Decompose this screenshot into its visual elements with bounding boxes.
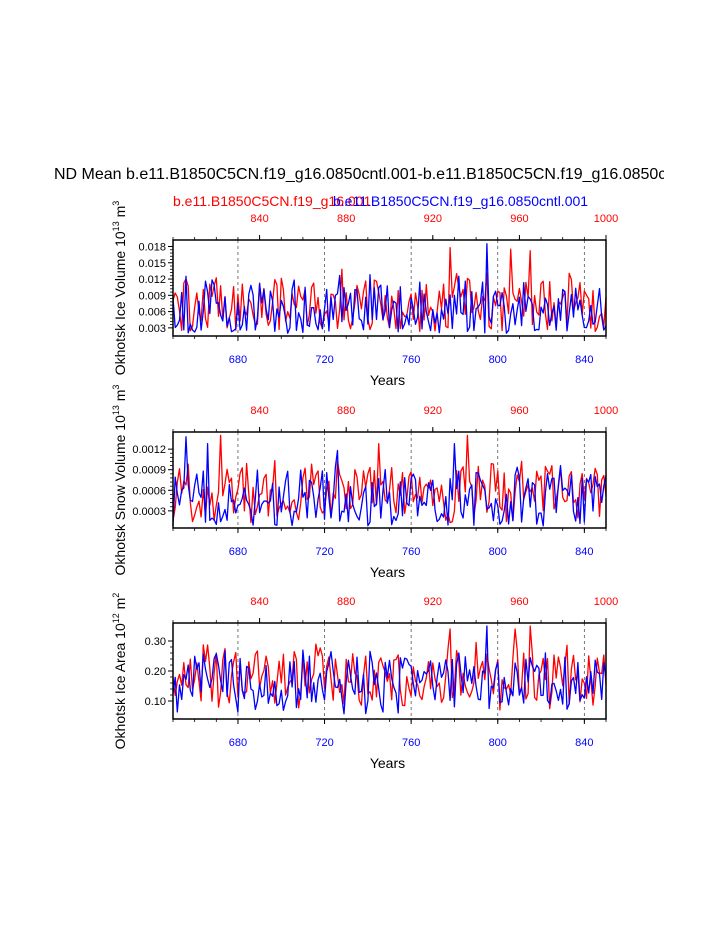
y-tick-label: 0.0012	[132, 444, 166, 456]
x-bottom-tick-label: 760	[402, 546, 420, 558]
x-top-tick-label: 880	[337, 213, 355, 225]
y-axis-title: Okhotsk Ice Area 1012 m2	[111, 593, 128, 750]
x-top-tick-label: 880	[337, 405, 355, 417]
legend-red-case: b.e11.B1850C5CN.f19_g16.001	[173, 193, 372, 209]
x-top-tick-label: 1000	[594, 213, 618, 225]
y-tick-label: 0.0003	[132, 506, 166, 518]
y-axis-title: Okhotsk Snow Volume 1013 m3	[111, 385, 128, 576]
x-bottom-tick-label: 680	[229, 737, 247, 749]
y-tick-label: 0.009	[138, 290, 166, 302]
chart-panel-1: 0.003 0.006 0.009 0.012 0.015 0.018 680 720 760 8…	[111, 201, 618, 388]
y-tick-label: 0.20	[145, 666, 166, 678]
y-tick-label: 0.012	[138, 274, 166, 286]
y-tick-label: 0.006	[138, 307, 166, 319]
chart-panel-2: 0.0003 0.0006 0.0009 0.0012 680 720 760 800 840 8…	[111, 385, 618, 580]
x-top-tick-label: 1000	[594, 596, 618, 608]
series-line-blue	[172, 625, 607, 715]
legend-blue-case: b.e11.B1850C5CN.f19_g16.0850cntl.001	[333, 193, 589, 209]
x-top-tick-label: 840	[250, 213, 268, 225]
x-bottom-tick-label: 800	[489, 354, 507, 366]
x-bottom-tick-label: 800	[489, 737, 507, 749]
x-top-tick-label: 920	[424, 213, 442, 225]
x-bottom-tick-label: 800	[489, 546, 507, 558]
x-top-tick-label: 840	[250, 596, 268, 608]
chart-panel-3: 0.10 0.20 0.30 680 720 760 800 840 840 880 920 960 1…	[111, 593, 618, 771]
y-tick-label: 0.0006	[132, 485, 166, 497]
x-bottom-tick-label: 720	[315, 354, 333, 366]
x-top-tick-label: 920	[424, 596, 442, 608]
x-axis-title: Years	[370, 564, 405, 580]
y-tick-label: 0.0009	[132, 465, 166, 477]
x-axis-title: Years	[370, 372, 405, 388]
y-tick-label: 0.015	[138, 258, 166, 270]
x-top-tick-label: 1000	[594, 405, 618, 417]
series-line-red	[172, 434, 607, 524]
y-tick-label: 0.30	[145, 636, 166, 648]
x-top-tick-label: 920	[424, 405, 442, 417]
x-bottom-tick-label: 680	[229, 354, 247, 366]
x-top-tick-label: 960	[510, 596, 528, 608]
y-tick-label: 0.018	[138, 242, 166, 254]
x-axis-title: Years	[370, 755, 405, 771]
x-bottom-tick-label: 720	[315, 546, 333, 558]
y-tick-label: 0.10	[145, 696, 166, 708]
x-top-tick-label: 960	[510, 405, 528, 417]
y-tick-label: 0.003	[138, 323, 166, 335]
x-top-tick-label: 840	[250, 405, 268, 417]
x-bottom-tick-label: 840	[575, 354, 593, 366]
x-top-tick-label: 960	[510, 213, 528, 225]
series-line-blue	[172, 436, 607, 527]
x-bottom-tick-label: 720	[315, 737, 333, 749]
x-bottom-tick-label: 680	[229, 546, 247, 558]
x-top-tick-label: 880	[337, 596, 355, 608]
x-bottom-tick-label: 760	[402, 737, 420, 749]
y-axis-title: Okhotsk Ice Volume 1013 m3	[111, 201, 128, 376]
chart-title: ND Mean b.e11.B1850C5CN.f19_g16.0850cntl…	[54, 166, 664, 183]
x-bottom-tick-label: 760	[402, 354, 420, 366]
x-bottom-tick-label: 840	[575, 737, 593, 749]
x-bottom-tick-label: 840	[575, 546, 593, 558]
series-line-blue	[172, 243, 607, 334]
